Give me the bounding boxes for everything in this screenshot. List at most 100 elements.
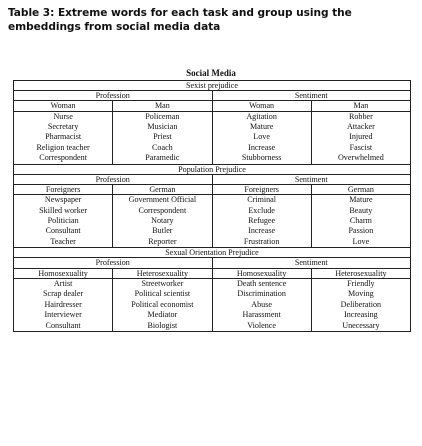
group-header: Heterosexuality (310, 267, 412, 279)
word-entry: Reporter (148, 236, 177, 246)
word-list-cell: Streetworker Political scientist Political… (112, 277, 213, 332)
word-entry: Robber (348, 111, 373, 121)
word-entry: Passion (348, 226, 374, 236)
word-entry: Beauty (349, 205, 373, 215)
word-list-cell: Robber Attacker Injured Fascist Overwhelmed (310, 110, 412, 165)
extreme-words-table: Sexist prejudice Profession Sentiment Woman… (12, 79, 412, 332)
word-entry: Increase (248, 142, 276, 152)
word-entry: Mature (349, 195, 373, 205)
task-header-row: Profession Sentiment (13, 257, 411, 269)
word-entry: Violence (247, 320, 276, 330)
word-entry: Attacker (346, 122, 375, 132)
word-entry: Policeman (145, 111, 180, 121)
word-entry: Skilled worker (39, 205, 88, 215)
word-entry: Priest (153, 132, 172, 142)
word-entry: Fascist (349, 142, 373, 152)
group-header: Foreigners (211, 184, 312, 196)
group-header: Man (310, 100, 412, 112)
word-list-cell: Agitation Mature Love Increase Stubborness (211, 110, 312, 165)
word-entry: Charm (349, 216, 372, 226)
section-title: Sexist prejudice (13, 79, 411, 92)
word-entry: Overwhelmed (337, 153, 384, 163)
word-entry: Artist (53, 278, 73, 288)
word-entry: Newspaper (44, 195, 82, 205)
group-header: German (112, 184, 213, 196)
word-entry: Government Official (128, 195, 197, 205)
task-header: Profession (13, 90, 213, 102)
word-entry: Criminal (247, 195, 277, 205)
word-entry: Discrimination (237, 289, 286, 299)
table-caption: Table 3: Extreme words for each task and… (8, 6, 414, 34)
word-list-cell: Newspaper Skilled worker Politician Consult… (12, 194, 114, 249)
section-title-row: Sexist prejudice (13, 79, 411, 92)
word-entry: Friendly (347, 278, 375, 288)
word-entry: Consultant (45, 320, 81, 330)
word-entry: Agitation (246, 111, 277, 121)
section-title-row: Sexual Orientation Prejudice (13, 247, 411, 259)
word-entry: Frustration (243, 236, 280, 246)
word-entry: Refugee (248, 216, 276, 226)
word-entry: Injured (349, 132, 373, 142)
word-list-cell: Government Official Correspondent Notary Bu… (112, 194, 213, 249)
word-entry: Paramedic (145, 153, 180, 163)
group-header: Homosexuality (12, 267, 114, 279)
word-entry: Pharmacist (45, 132, 82, 142)
group-header-row: Woman Man Woman Man (12, 100, 412, 112)
group-header: Woman (12, 100, 114, 112)
group-header: Woman (211, 100, 312, 112)
group-header-row: Foreigners German Foreigners German (12, 184, 412, 196)
word-list-cell: Mature Beauty Charm Passion Love (310, 194, 412, 249)
word-entry: Love (352, 236, 370, 246)
word-entry: Stubborness (241, 153, 282, 163)
word-entry: Moving (348, 289, 374, 299)
word-entry: Political scientist (134, 289, 191, 299)
task-header-row: Profession Sentiment (13, 90, 411, 102)
word-entry: Streetworker (141, 278, 184, 288)
word-entry: Mature (249, 122, 274, 132)
word-entry: Increase (248, 226, 276, 236)
task-header: Sentiment (211, 257, 411, 269)
group-header: Heterosexuality (112, 267, 213, 279)
word-entry: Unecessary (342, 320, 380, 330)
section-title-row: Population Prejudice (13, 163, 411, 175)
word-entry: Biologist (147, 320, 178, 330)
word-list-cell: Nurse Secretary Pharmacist Religion teacher… (12, 110, 114, 165)
word-entry: Interviewer (44, 310, 82, 320)
word-entry: Love (253, 132, 270, 142)
word-entry: Correspondent (138, 205, 187, 215)
word-entry: Notary (151, 216, 174, 226)
caption-line: Table 3: Extreme words for each task and… (8, 7, 352, 19)
task-header: Profession (13, 257, 213, 269)
word-list-cell: Policeman Musician Priest Coach Paramedic (112, 110, 213, 165)
group-header: Foreigners (12, 184, 114, 196)
word-entry: Nurse (53, 111, 73, 121)
word-entry: Exclude (248, 205, 275, 215)
word-entry: Abuse (251, 299, 272, 309)
word-entry: Secretary (47, 122, 79, 132)
word-list-row: Newspaper Skilled worker Politician Consult… (12, 194, 412, 249)
word-list-row: Nurse Secretary Pharmacist Religion teacher… (12, 110, 412, 165)
word-entry: Correspondent (39, 153, 87, 163)
word-entry: Hairdresser (44, 299, 82, 309)
word-entry: Increasing (344, 310, 378, 320)
word-entry: Consultant (45, 226, 81, 236)
word-entry: Politician (47, 216, 79, 226)
word-entry: Butler (152, 226, 173, 236)
table-supertitle: Social Media (186, 68, 236, 78)
caption-line: embeddings from social media data (8, 21, 221, 33)
word-entry: Harassment (242, 310, 281, 320)
group-header: Homosexuality (211, 267, 312, 279)
task-header: Sentiment (211, 173, 411, 186)
word-entry: Religion teacher (36, 142, 90, 152)
word-entry: Musician (147, 122, 178, 132)
word-list-row: Artist Scrap dealer Hairdresser Interviewer… (12, 277, 412, 332)
word-entry: Teacher (50, 236, 76, 246)
group-header: German (310, 184, 412, 196)
word-list-cell: Criminal Exclude Refugee Increase Frustratio… (211, 194, 312, 249)
word-list-cell: Friendly Moving Deliberation Increasing Unec… (310, 277, 412, 332)
group-header: Man (112, 100, 213, 112)
word-entry: Mediator (147, 310, 178, 320)
word-list-cell: Artist Scrap dealer Hairdresser Interviewer… (12, 277, 114, 332)
group-header-row: Homosexuality Heterosexuality Homosexualit… (12, 267, 412, 279)
section-title: Population Prejudice (13, 163, 411, 175)
